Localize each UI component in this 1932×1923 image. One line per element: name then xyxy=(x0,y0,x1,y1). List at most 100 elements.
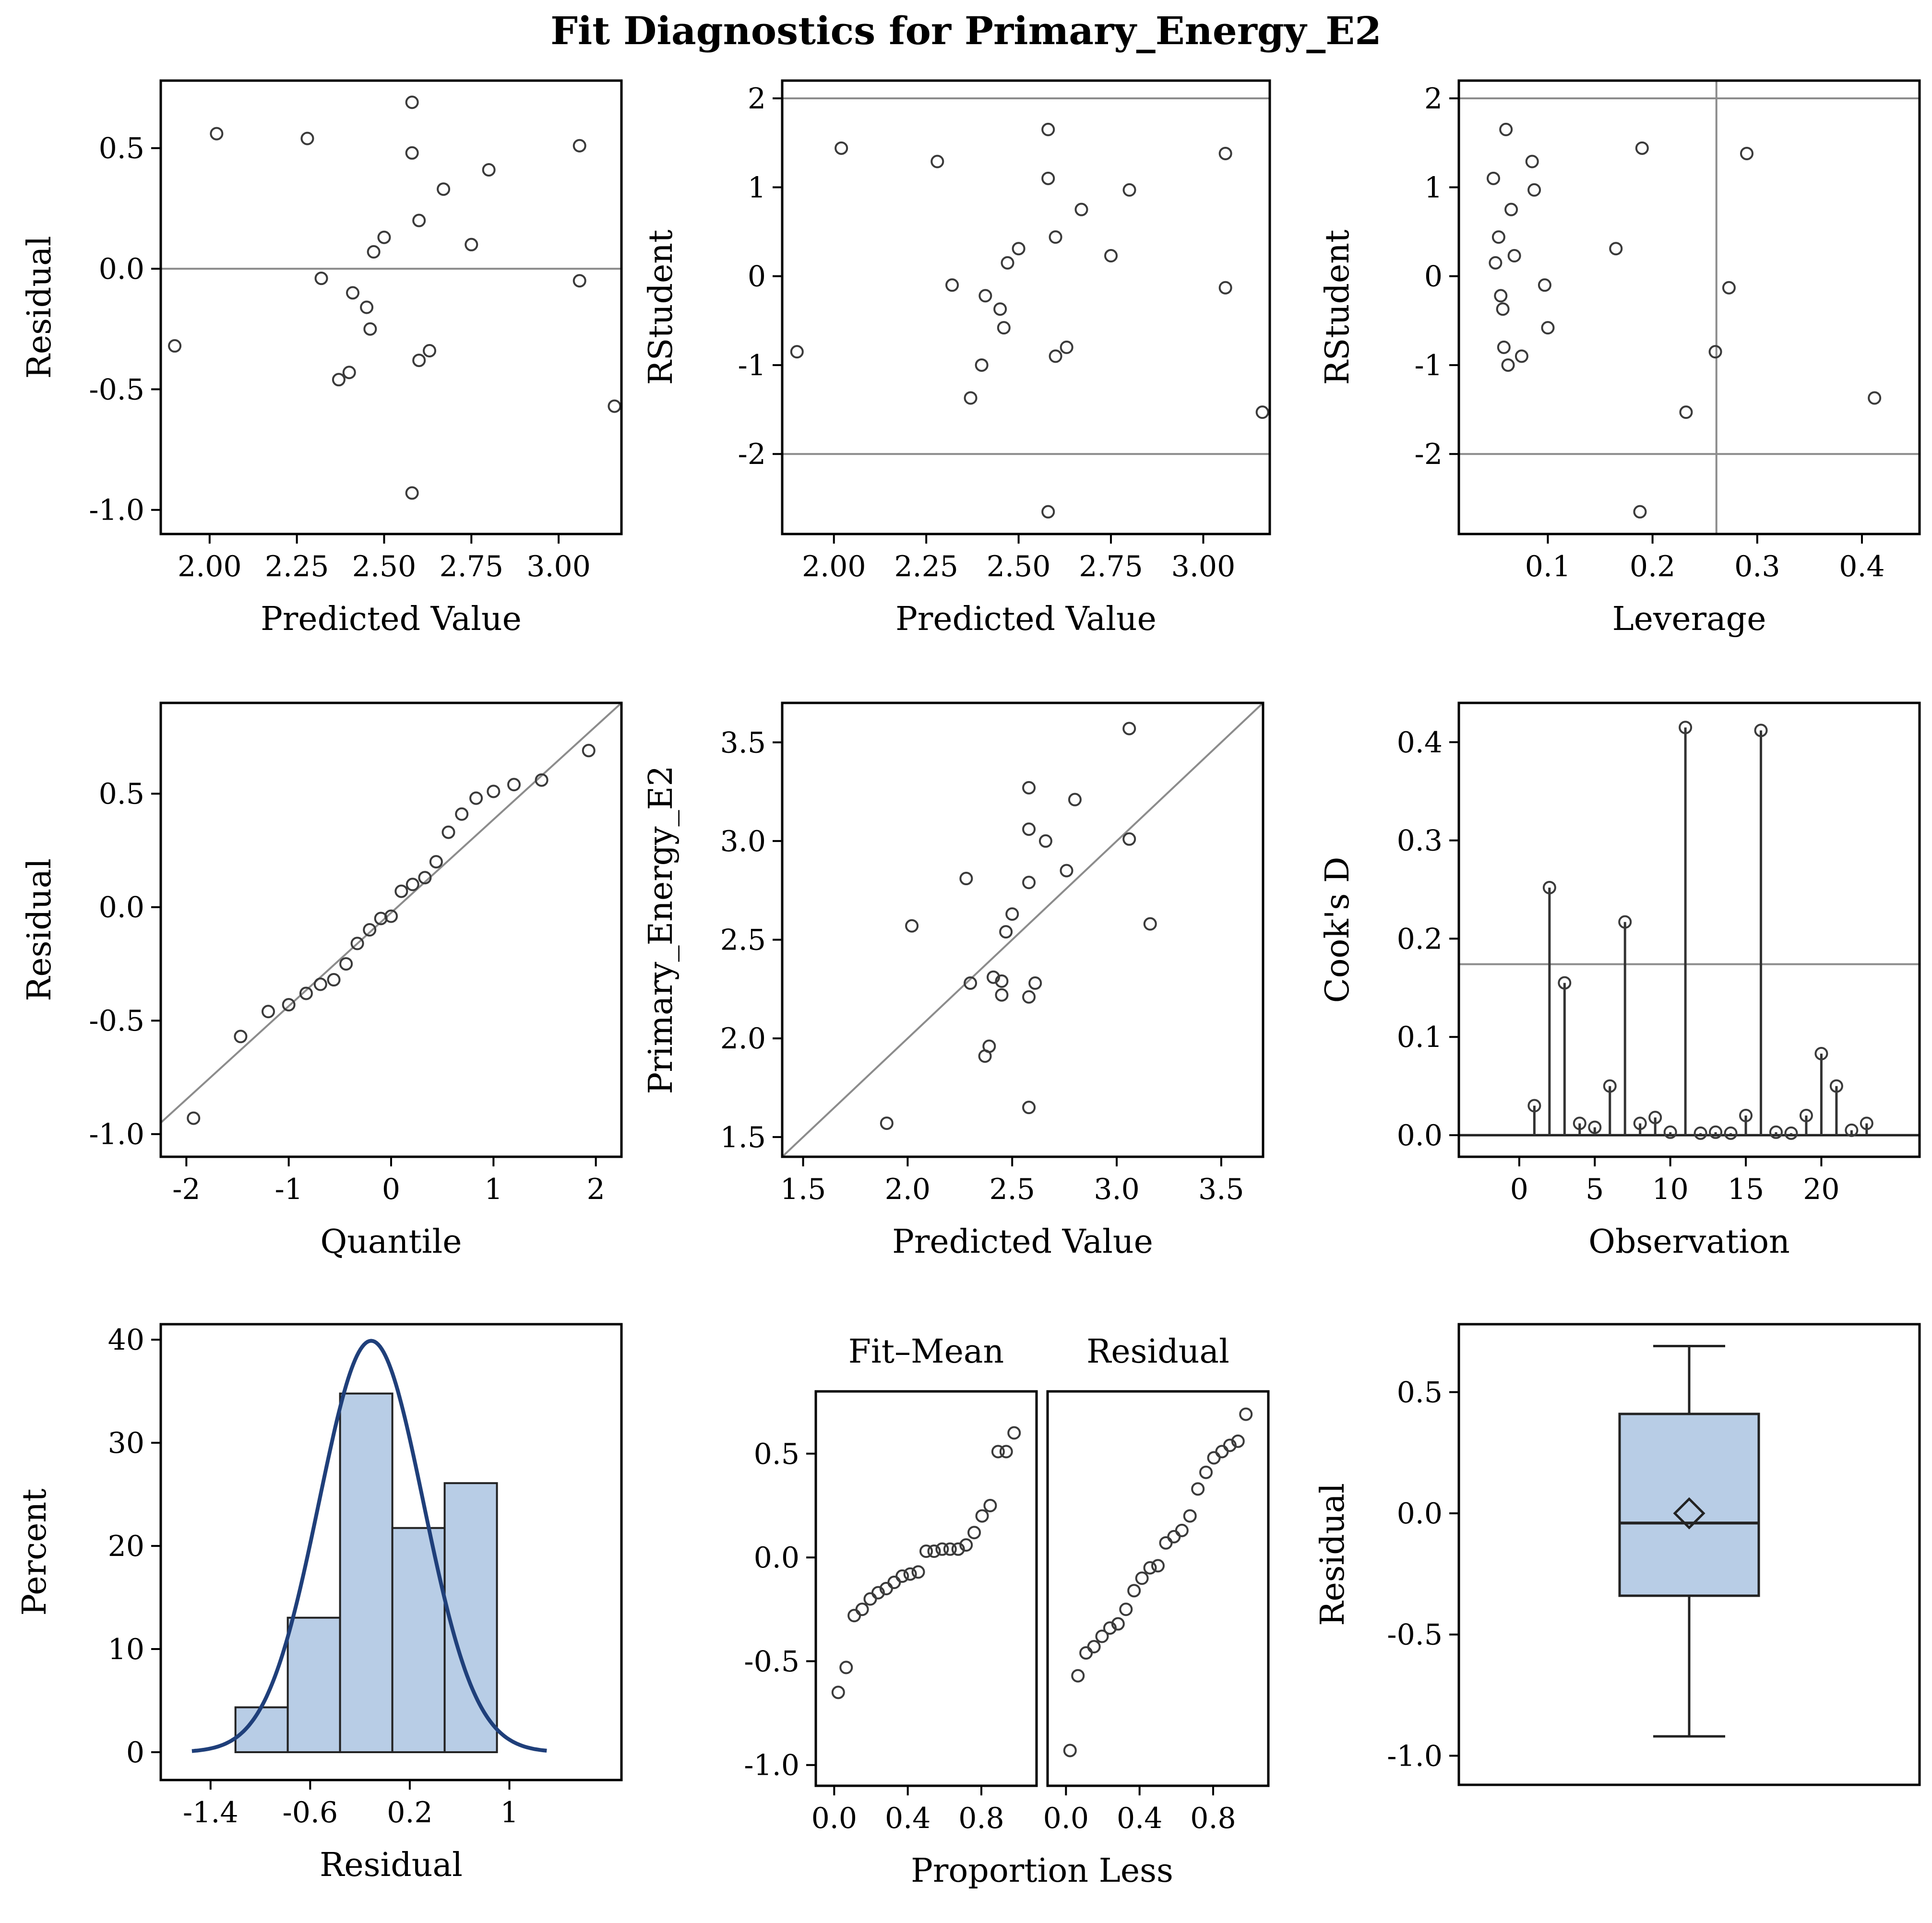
data-point xyxy=(437,182,451,196)
plot-area xyxy=(161,95,621,500)
data-point xyxy=(1255,405,1269,419)
data-point xyxy=(405,486,419,500)
data-point xyxy=(978,289,992,303)
data-point xyxy=(1487,171,1500,185)
data-point xyxy=(1022,990,1036,1004)
data-point xyxy=(441,825,455,839)
y-axis-label: Percent xyxy=(16,1489,54,1616)
data-point xyxy=(350,937,364,950)
data-point xyxy=(871,1586,885,1600)
data-point xyxy=(412,354,426,368)
data-point xyxy=(1207,1451,1221,1465)
data-point xyxy=(959,872,973,886)
x-tick-label: 0.4 xyxy=(1117,1802,1162,1835)
y-tick-label: 0.0 xyxy=(1397,1497,1443,1531)
data-point xyxy=(1063,1744,1077,1757)
x-tick-label: 0.8 xyxy=(958,1802,1004,1835)
data-point xyxy=(1527,1099,1541,1113)
data-point xyxy=(1071,1669,1085,1683)
data-point xyxy=(363,322,377,336)
residual-histogram-chart: 0 10 20 30 40 -1.4 -0.6 0.2 1 Residual Percent xyxy=(16,1323,623,1884)
data-point xyxy=(997,321,1011,335)
data-point xyxy=(262,1005,275,1019)
data-point xyxy=(342,366,356,380)
data-point xyxy=(1005,907,1019,921)
y-axis-label: RStudent xyxy=(1319,230,1357,385)
reference-line xyxy=(161,703,621,1124)
data-point xyxy=(1814,1047,1828,1060)
x-tick-label: 2.5 xyxy=(990,1173,1035,1206)
rstudent-vs-leverage-chart: -2 -1 0 1 2 0.1 0.2 0.3 0.4 Leverage RStudent xyxy=(1319,79,1921,638)
data-point xyxy=(855,1602,869,1616)
x-axis-label: Predicted Value xyxy=(895,600,1157,638)
data-point xyxy=(1218,281,1232,295)
y-tick-label: 0.1 xyxy=(1397,1021,1443,1054)
residual-fit-spread-chart: -1.0 -0.5 0.0 0.5 0.0 0.4 0.8 Fit–Mean 0.0 0.4 0.8… xyxy=(744,1333,1270,1890)
data-point xyxy=(1648,1111,1662,1125)
data-point xyxy=(429,855,443,869)
x-tick-label: 0 xyxy=(1510,1173,1528,1206)
x-tick-label: 0.4 xyxy=(885,1802,930,1835)
y-axis-label: Residual xyxy=(21,858,59,1001)
data-point xyxy=(572,274,586,288)
plot-frame xyxy=(814,1390,1038,1787)
y-tick-label: -1.0 xyxy=(89,1118,144,1151)
data-point xyxy=(1527,183,1541,197)
data-point xyxy=(1028,976,1042,990)
y-tick-label: 0.2 xyxy=(1397,922,1443,956)
data-point xyxy=(1122,832,1136,846)
y-tick-label: 0.5 xyxy=(754,1437,799,1471)
x-tick-label: 1 xyxy=(484,1173,502,1206)
data-point xyxy=(911,1565,925,1579)
x-tick-label: 2.25 xyxy=(265,550,329,583)
data-point xyxy=(346,286,359,300)
data-point xyxy=(1722,281,1736,295)
data-point xyxy=(1095,1629,1109,1643)
data-point xyxy=(991,1445,1005,1459)
data-point xyxy=(1127,1584,1141,1598)
data-point xyxy=(839,1661,853,1674)
data-point xyxy=(455,807,469,821)
data-point xyxy=(282,998,296,1012)
data-point xyxy=(1541,321,1555,335)
data-point xyxy=(300,131,314,145)
data-point xyxy=(1223,1438,1237,1452)
data-point xyxy=(1060,864,1073,878)
x-tick-label: 2.00 xyxy=(178,550,242,583)
data-point xyxy=(967,1526,981,1540)
data-point xyxy=(1159,1536,1173,1550)
y-tick-label: 30 xyxy=(108,1426,144,1460)
plot-frame xyxy=(781,701,1264,1158)
panel-label: Fit–Mean xyxy=(848,1333,1004,1371)
y-tick-label: 0.5 xyxy=(99,132,144,166)
x-tick-label: 0.4 xyxy=(1839,550,1884,583)
data-point xyxy=(1740,146,1753,160)
x-tick-label: 1 xyxy=(500,1796,518,1829)
data-point xyxy=(405,146,419,160)
data-point xyxy=(1041,122,1055,136)
y-tick-label: 0.5 xyxy=(99,777,144,811)
data-point xyxy=(1087,1640,1101,1654)
data-point xyxy=(887,1576,901,1590)
data-point xyxy=(1525,154,1539,168)
data-point xyxy=(1079,1646,1093,1660)
data-point xyxy=(1041,171,1055,185)
diagnostic-panels: -1.0-0.50.00.52.00 2.25 2.50 2.75 3.00Predic… xyxy=(16,79,1921,1890)
x-tick-label: 2.50 xyxy=(987,550,1051,583)
y-tick-label: 1.5 xyxy=(720,1121,766,1154)
x-tick-label: 0.8 xyxy=(1190,1802,1236,1835)
y-tick-label: -1.0 xyxy=(1387,1739,1443,1773)
data-point xyxy=(993,302,1007,316)
data-point xyxy=(945,278,959,292)
data-point xyxy=(999,1445,1013,1459)
histogram-bar xyxy=(443,1482,498,1753)
data-point xyxy=(1679,405,1693,419)
y-tick-label: 0 xyxy=(1424,260,1443,294)
y-tick-label: 2.0 xyxy=(720,1022,766,1056)
data-point xyxy=(1784,1126,1798,1140)
data-point xyxy=(975,358,989,372)
reference-line xyxy=(782,703,1263,1157)
data-point xyxy=(1175,1523,1189,1537)
x-tick-label: 2 xyxy=(587,1173,605,1206)
data-point xyxy=(1049,349,1062,363)
